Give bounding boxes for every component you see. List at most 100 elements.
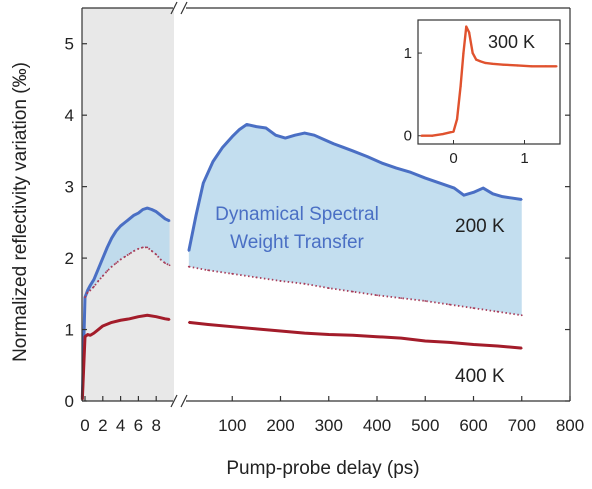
series-point-2-long-11: [448, 341, 451, 344]
inset-point-7: [465, 25, 468, 28]
series-label-200k: 200 K: [455, 216, 505, 237]
series-point-2-short-7: [110, 321, 113, 324]
inset-point-16: [530, 65, 533, 68]
series-point-0-long-13: [303, 132, 306, 134]
series-point-2-long-6: [327, 333, 330, 336]
y-axis-label: Normalized reflectivity variation (‰): [10, 62, 31, 362]
series-point-1-long-3: [255, 276, 258, 279]
series-point-0-long-28: [482, 187, 485, 189]
series-point-0-short-20: [164, 217, 167, 220]
x-short-tick-label-8: 8: [151, 416, 160, 435]
inset-point-11: [479, 60, 482, 63]
x-long-tick-label-600: 600: [459, 416, 487, 435]
series-point-1-long-14: [520, 314, 523, 317]
series-point-2-short-5: [97, 328, 100, 331]
series-point-2-short-10: [137, 315, 140, 318]
series-point-0-long-6: [238, 128, 241, 131]
series-point-2-short-11: [146, 314, 149, 317]
series-point-0-short-13: [133, 214, 135, 217]
series-point-0-short-12: [128, 217, 131, 220]
series-point-1-long-7: [351, 290, 354, 293]
series-point-2-short-1: [84, 335, 86, 338]
series-line-1-long: [188, 265, 522, 317]
x-short-tick-label-4: 4: [116, 416, 125, 435]
series-point-0-long-19: [366, 155, 369, 158]
series-point-0-long-23: [424, 177, 427, 179]
series-point-2-long-10: [424, 340, 427, 342]
series-point-0-long-9: [265, 127, 267, 129]
series-point-0-long-25: [453, 187, 456, 189]
axis-break-mark-0-b: [180, 1, 188, 15]
series-point-2-short-14: [168, 318, 171, 321]
series-point-0-long-24: [438, 182, 441, 184]
series-point-0-short-14: [137, 212, 140, 214]
x-short-tick-label-6: 6: [134, 416, 143, 435]
series-line-2-long: [188, 320, 522, 350]
series-point-1-short-15: [146, 246, 149, 249]
series-line-0-short: [80, 206, 171, 398]
series-point-1-short-11: [128, 252, 131, 255]
series-point-2-long-13: [496, 345, 499, 347]
series-point-0-short-4: [93, 278, 95, 281]
series-point-0-long-7: [245, 123, 248, 126]
inset-y-tick-label-0: 0: [404, 128, 412, 145]
series-point-1-short-7: [110, 265, 113, 268]
series-point-1-short-1: [86, 291, 89, 294]
series-point-1-short-6: [106, 270, 109, 272]
series-point-0-long-3: [212, 160, 214, 163]
inset-point-18: [555, 65, 558, 68]
series-point-1-long-9: [400, 297, 403, 300]
series-point-0-long-0: [187, 250, 190, 252]
annotation-fill-label-2: Weight Transfer: [230, 232, 364, 253]
series-point-1-long-4: [279, 280, 282, 282]
y-tick-label-2: 2: [65, 249, 74, 268]
series-point-0-short-17: [150, 208, 153, 211]
series-point-2-long-14: [520, 347, 523, 350]
inset-point-15: [516, 64, 519, 67]
series-point-0-long-5: [231, 135, 234, 138]
series-point-1-short-8: [115, 262, 118, 264]
series-point-2-short-2: [86, 333, 89, 336]
series-point-1-short-12: [133, 250, 135, 252]
series-point-0-long-18: [351, 150, 354, 152]
series-line-1-short: [84, 246, 170, 298]
series-point-0-long-12: [294, 134, 296, 137]
y-tick-label-3: 3: [65, 178, 74, 197]
series-point-1-short-16: [150, 250, 153, 252]
axis-break-mark-1-a: [170, 394, 178, 408]
series-point-2-long-7: [351, 334, 354, 337]
inset-point-14: [502, 63, 505, 66]
y-tick-label-0: 0: [65, 392, 74, 411]
series-point-1-short-0: [84, 296, 86, 299]
series-point-2-short-12: [155, 315, 158, 318]
series-point-2-long-2: [231, 325, 234, 328]
series-point-1-short-19: [164, 262, 167, 264]
series-point-1-short-18: [159, 258, 162, 261]
series-point-1-short-3: [93, 285, 95, 288]
series-point-1-long-8: [376, 294, 378, 297]
series-point-0-long-30: [501, 195, 504, 198]
series-point-0-short-19: [159, 214, 162, 217]
series-point-0-short-9: [115, 230, 118, 232]
series-point-1-long-6: [327, 287, 330, 290]
series-point-0-short-21: [168, 220, 171, 222]
series-point-0-long-4: [221, 146, 224, 149]
inset-point-6: [462, 51, 465, 55]
x-long-tick-label-800: 800: [556, 416, 584, 435]
series-point-1-short-2: [89, 289, 92, 292]
series-label-400k: 400 K: [455, 366, 505, 387]
series-point-0-long-17: [342, 146, 345, 149]
series-point-1-long-5: [303, 282, 306, 285]
shaded-region: [82, 8, 174, 401]
inset-point-13: [491, 62, 494, 65]
series-point-1-long-0: [187, 265, 190, 268]
series-point-2-long-4: [279, 330, 282, 332]
inset-point-8: [468, 31, 471, 34]
inset-point-3: [452, 130, 455, 133]
series-point-2-short-13: [164, 317, 167, 320]
series-point-1-short-20: [168, 264, 171, 267]
inset-point-0: [420, 134, 423, 137]
fill-long: [188, 124, 522, 316]
x-long-tick-label-500: 500: [411, 416, 439, 435]
series-point-1-short-17: [155, 253, 158, 256]
